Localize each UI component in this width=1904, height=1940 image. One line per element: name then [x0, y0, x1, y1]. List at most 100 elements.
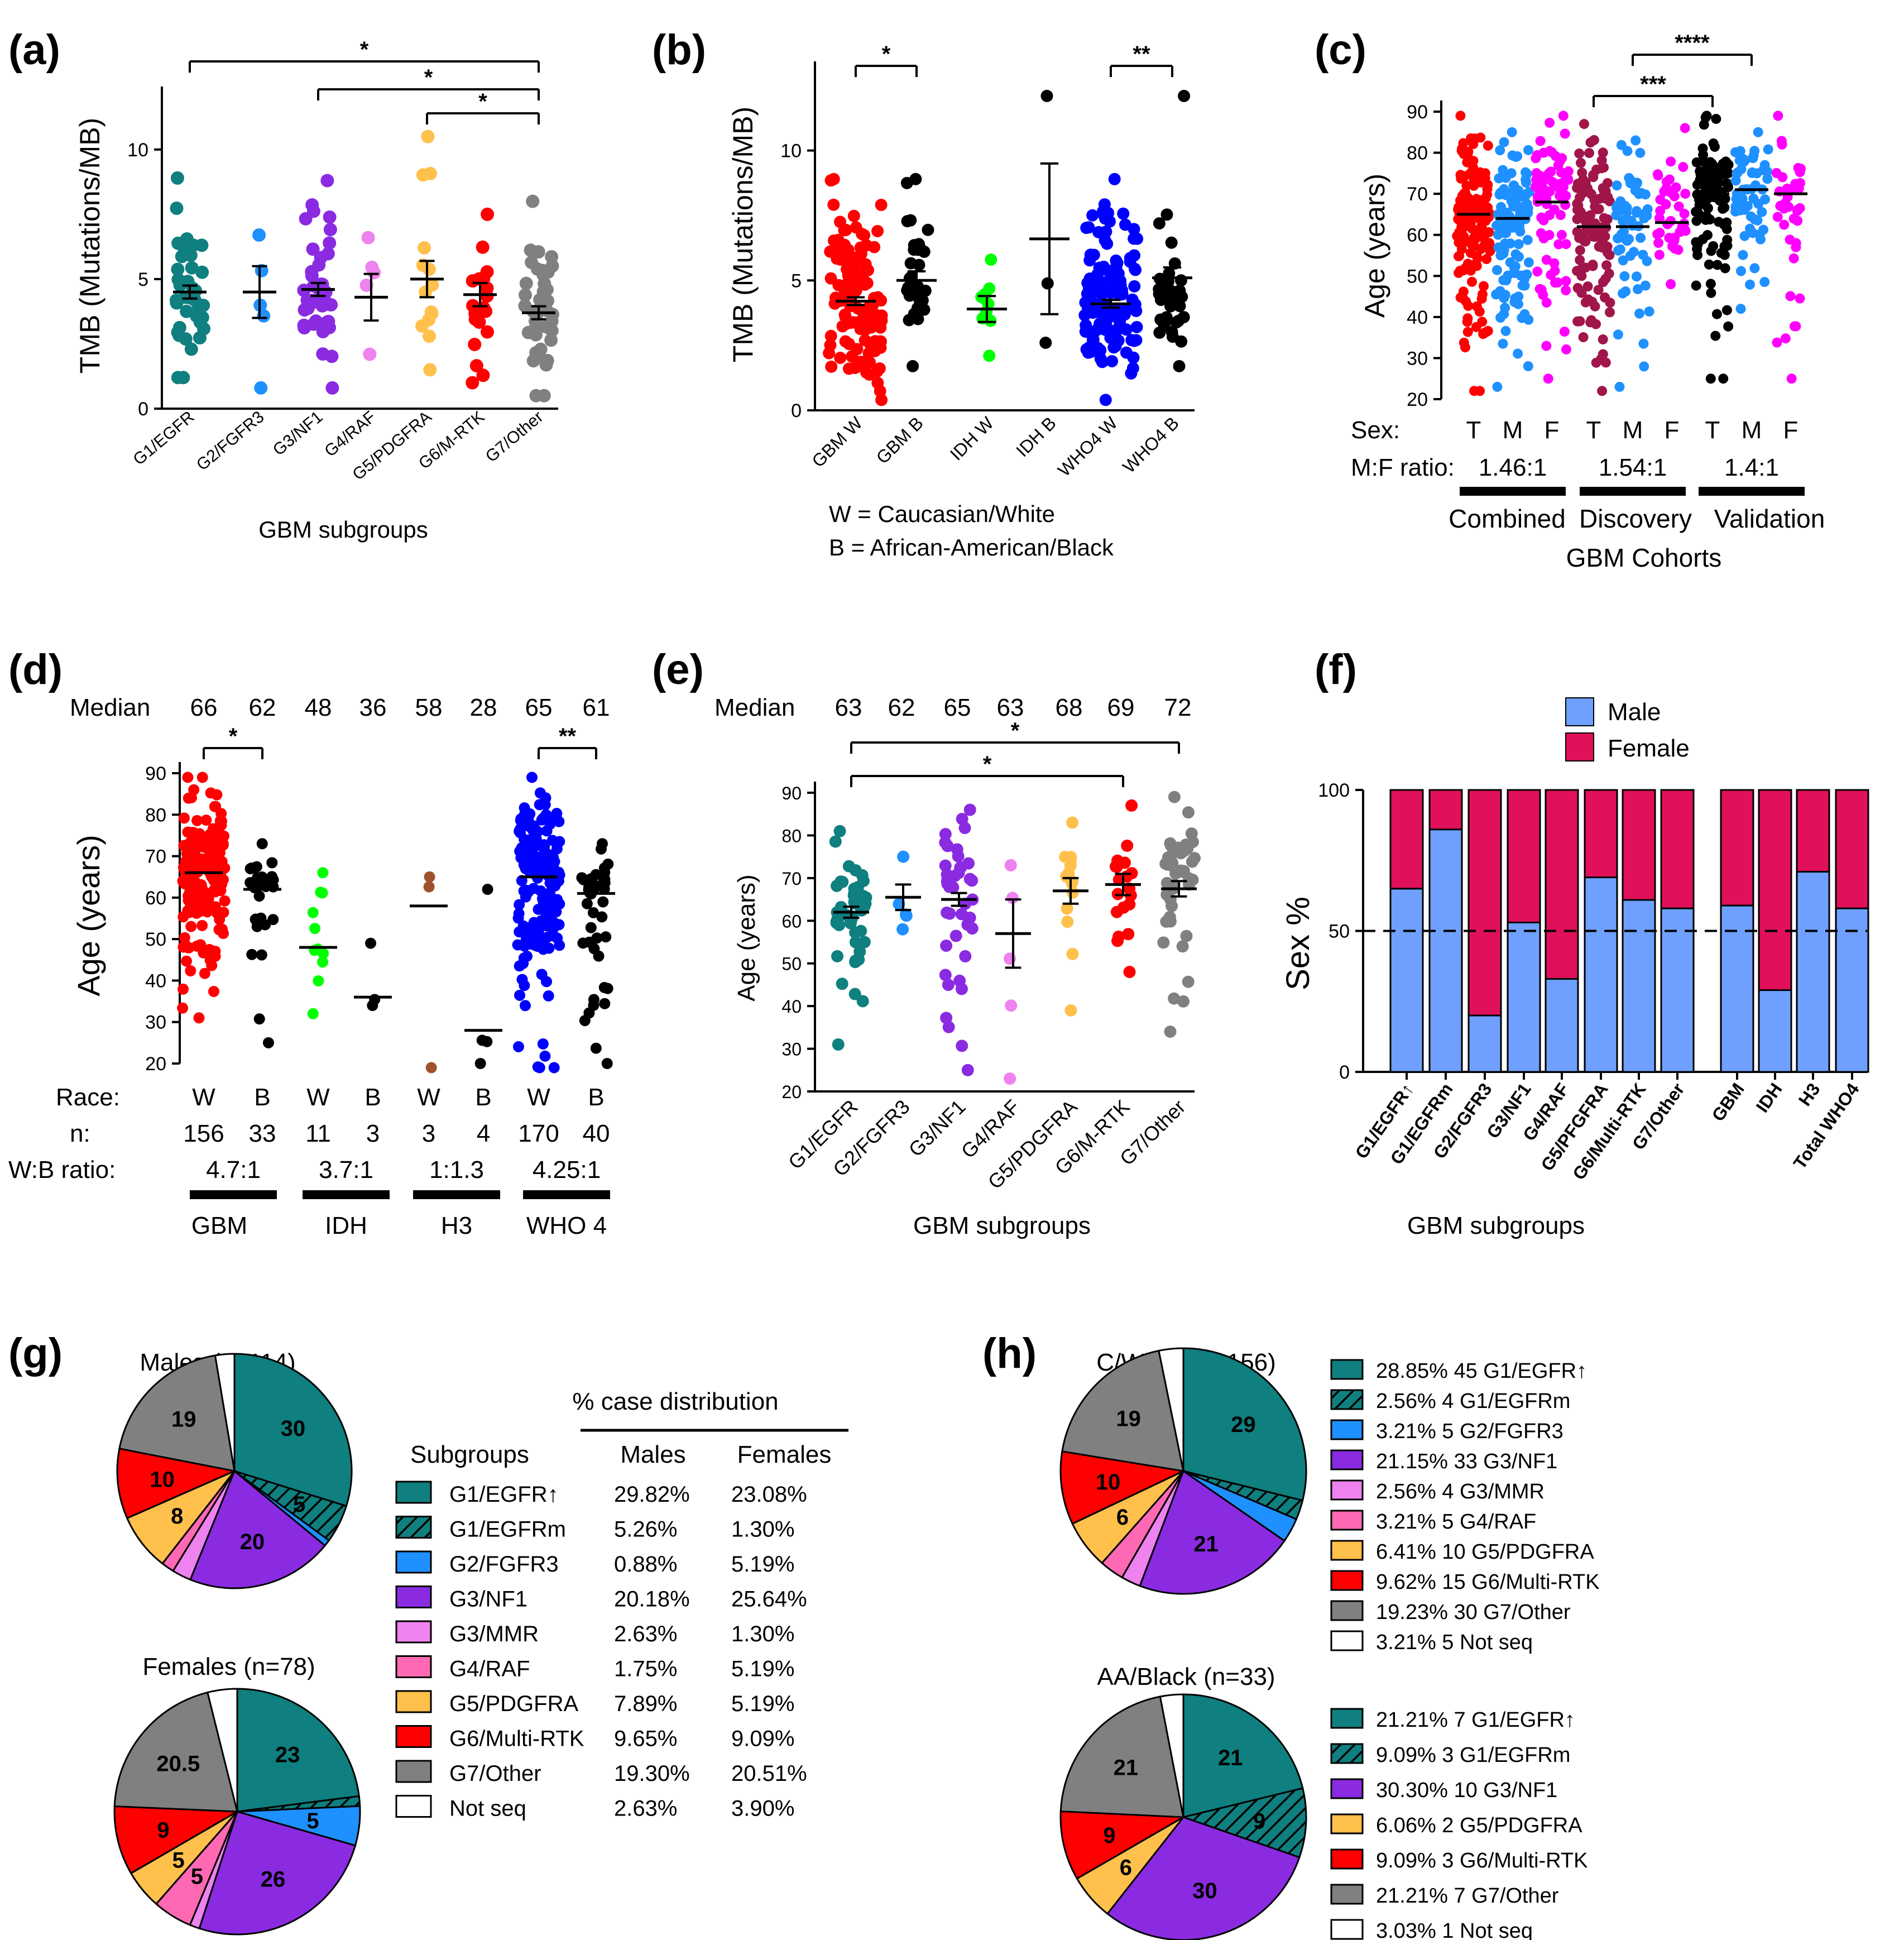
- data-point: [1634, 308, 1644, 319]
- y-tick-label: 30: [145, 1012, 166, 1033]
- x-tick-label: IDH: [1752, 1079, 1786, 1116]
- data-point: [262, 1037, 274, 1048]
- data-point: [1188, 852, 1201, 865]
- data-point: [1510, 249, 1521, 260]
- data-point: [519, 276, 533, 290]
- data-point: [1691, 280, 1701, 291]
- x-tick-label: W: [192, 1084, 215, 1111]
- data-point: [824, 174, 837, 187]
- data-point: [1615, 244, 1625, 255]
- data-point: [1702, 167, 1713, 178]
- data-point: [544, 333, 558, 347]
- data-point: [520, 928, 531, 940]
- pie-slice: [198, 1810, 357, 1936]
- data-point: [599, 998, 611, 1009]
- pie-slice: [113, 1805, 241, 1875]
- data-point: [547, 894, 559, 906]
- pie-label: 20.5: [156, 1752, 200, 1776]
- data-point: [1508, 222, 1518, 233]
- x-tick-label: B: [254, 1084, 270, 1111]
- pie-slice: [214, 1353, 236, 1472]
- legend-swatch: [1330, 1708, 1364, 1729]
- data-point: [831, 950, 844, 962]
- data-point: [1116, 284, 1129, 296]
- legend-swatch: [395, 1760, 432, 1783]
- data-point: [553, 919, 565, 931]
- data-point: [209, 801, 220, 812]
- data-point: [1631, 271, 1642, 282]
- bar-male: [1545, 978, 1579, 1073]
- data-point: [1086, 209, 1099, 222]
- data-point: [833, 825, 846, 837]
- data-point: [1475, 222, 1486, 233]
- legend-swatch: [1330, 1919, 1364, 1940]
- data-point: [846, 350, 859, 363]
- data-point: [1163, 911, 1176, 923]
- data-point: [959, 950, 972, 962]
- data-point: [1604, 307, 1615, 318]
- data-point: [191, 907, 203, 919]
- data-point: [1588, 172, 1599, 183]
- data-point: [858, 229, 871, 242]
- significance-label: ****: [1675, 31, 1710, 55]
- data-point: [1790, 179, 1801, 189]
- data-point: [213, 876, 225, 888]
- data-point: [213, 924, 225, 936]
- data-point: [1750, 180, 1761, 190]
- data-point: [526, 194, 540, 208]
- data-point: [1738, 250, 1748, 260]
- data-point: [1522, 234, 1533, 245]
- data-point: [184, 248, 198, 262]
- data-point: [850, 255, 862, 268]
- data-point: [874, 335, 887, 348]
- data-point: [195, 238, 209, 252]
- y-tick-label: 80: [1407, 143, 1428, 164]
- data-point: [1512, 151, 1523, 161]
- legend-label: 19.23% 30 G7/Other: [1376, 1601, 1571, 1624]
- data-point: [1782, 183, 1792, 194]
- data-point: [529, 841, 540, 852]
- x-tick-label: IDH B: [1012, 413, 1060, 461]
- data-point: [893, 898, 905, 911]
- y-tick-label: 70: [781, 869, 802, 889]
- data-point: [518, 940, 530, 952]
- panel-label: (e): [652, 646, 704, 693]
- bar-male: [1467, 1014, 1502, 1073]
- data-point: [1519, 309, 1530, 319]
- data-point: [1555, 210, 1566, 221]
- data-point: [834, 352, 847, 365]
- data-point: [875, 199, 888, 212]
- data-point: [1520, 189, 1531, 200]
- data-point: [1580, 178, 1591, 188]
- data-point: [1699, 119, 1709, 130]
- data-point: [1173, 360, 1186, 372]
- data-point: [193, 331, 207, 345]
- data-point: [524, 243, 538, 257]
- data-point: [595, 843, 607, 855]
- data-point: [1462, 327, 1473, 337]
- data-point: [257, 879, 269, 890]
- data-point: [916, 294, 929, 307]
- data-point: [1545, 146, 1555, 156]
- data-point: [1090, 305, 1103, 318]
- table-head: Subgroups: [410, 1441, 529, 1468]
- data-point: [170, 201, 184, 215]
- table-head: Females: [737, 1441, 832, 1468]
- data-point: [361, 231, 375, 245]
- pie-slice: [113, 1691, 238, 1813]
- data-point: [306, 242, 320, 256]
- data-point: [1626, 215, 1637, 226]
- data-point: [1712, 260, 1723, 270]
- data-point: [1698, 156, 1709, 167]
- data-point: [189, 889, 201, 900]
- data-point: [1543, 373, 1553, 384]
- significance-label: *: [424, 65, 433, 90]
- data-point: [529, 328, 543, 342]
- legend-label: G1/EGFR↑: [449, 1482, 559, 1507]
- data-point: [1546, 166, 1556, 177]
- data-point: [1500, 325, 1511, 336]
- legend-label: 3.21% 5 Not seq: [1376, 1631, 1533, 1654]
- data-point: [469, 359, 483, 373]
